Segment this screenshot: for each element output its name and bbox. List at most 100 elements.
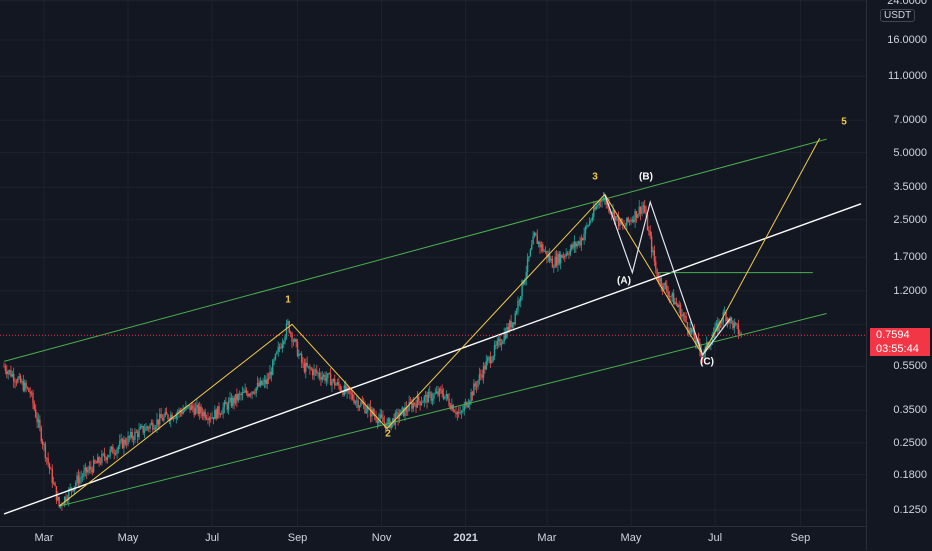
- candle-body: [259, 380, 262, 387]
- candle-body: [65, 496, 67, 501]
- candle-body: [108, 455, 110, 458]
- candle-body: [109, 449, 111, 456]
- candle-body: [124, 439, 126, 444]
- candle-body: [289, 332, 292, 334]
- candle-body: [307, 366, 310, 367]
- candle-body: [203, 411, 205, 417]
- candle-body: [130, 432, 132, 438]
- price-chart[interactable]: [0, 0, 866, 526]
- candle-body: [218, 406, 220, 415]
- candle-body: [491, 360, 493, 364]
- candle-body: [590, 220, 592, 222]
- candle-body: [131, 432, 133, 439]
- candle-body: [316, 370, 318, 374]
- candle-body: [283, 341, 285, 344]
- candle-body: [198, 406, 201, 414]
- candle-body: [558, 253, 561, 264]
- candle-body: [532, 236, 534, 245]
- candle-body: [296, 341, 299, 357]
- candle-body: [447, 394, 449, 399]
- candle-body: [368, 406, 370, 408]
- candle-body: [459, 412, 461, 414]
- candle-body: [419, 401, 421, 405]
- candle-body: [561, 254, 563, 258]
- candle-body: [68, 489, 70, 500]
- candle-body: [336, 382, 339, 385]
- candle-body: [276, 351, 278, 354]
- candle-body: [582, 238, 584, 240]
- candle-body: [214, 409, 216, 420]
- candle-body: [678, 304, 680, 308]
- candle-body: [362, 403, 365, 405]
- candle-body: [444, 396, 446, 399]
- price-tick-label: 11.0000: [888, 70, 927, 83]
- time-tick-label: Mar: [34, 532, 54, 544]
- candle-body: [686, 322, 689, 330]
- candle-body: [732, 320, 734, 329]
- time-tick-label: May: [117, 532, 139, 544]
- candle-body: [113, 453, 115, 455]
- candle-body: [54, 482, 56, 487]
- candle-body: [407, 410, 409, 412]
- candle-body: [87, 470, 89, 473]
- candle-body: [536, 235, 538, 244]
- candle-body: [547, 254, 549, 258]
- candle-body: [318, 372, 321, 377]
- candle-body: [156, 419, 158, 428]
- candle-body: [598, 201, 600, 206]
- candle-body: [518, 300, 521, 302]
- candle-body: [233, 397, 235, 404]
- candle-body: [50, 468, 52, 470]
- candle-body: [345, 385, 347, 393]
- candle-body: [375, 416, 377, 421]
- candle-body: [269, 371, 271, 380]
- currency-badge[interactable]: USDT: [880, 9, 916, 22]
- wave-label-2: 2: [385, 428, 391, 440]
- candle-body: [347, 387, 350, 390]
- candle-body: [559, 254, 562, 264]
- candle-body: [70, 487, 73, 490]
- candle-body: [258, 382, 260, 387]
- candle-body: [153, 428, 155, 430]
- candle-body: [537, 241, 540, 244]
- candle-body: [580, 238, 583, 246]
- candle-body: [431, 398, 434, 401]
- candle-body: [148, 427, 150, 429]
- candle-body: [205, 418, 208, 419]
- candle-body: [441, 390, 443, 395]
- candle-body: [3, 366, 5, 368]
- candle-body: [15, 381, 18, 383]
- candle-body: [61, 504, 63, 506]
- candle-body: [730, 317, 733, 321]
- candle-body: [354, 401, 357, 404]
- candle-body: [535, 232, 537, 236]
- candle-body: [529, 249, 532, 257]
- time-scale[interactable]: Mar May Jul Sep Nov 2021 Mar May Jul Sep: [0, 526, 866, 551]
- candle-body: [298, 354, 300, 357]
- candle-body: [482, 365, 485, 378]
- price-scale[interactable]: 24.0000 16.0000 11.0000 7.0000 5.0000 3.5000 2…: [866, 0, 932, 550]
- last-price-badge: 0.7594 03:55:44: [870, 328, 930, 357]
- candle-body: [539, 241, 541, 248]
- candle-body: [568, 254, 570, 256]
- candle-body: [723, 312, 726, 313]
- candle-body: [413, 402, 416, 404]
- candle-body: [309, 366, 311, 369]
- price-tick-label: 24.0000: [887, 0, 927, 7]
- candle-body: [420, 402, 423, 405]
- trend-midline: [3, 203, 862, 515]
- candle-body: [437, 391, 439, 396]
- candle-body: [249, 394, 252, 396]
- candle-body: [593, 207, 595, 218]
- candle-body: [306, 362, 308, 367]
- candle-body: [295, 339, 297, 342]
- candle-body: [123, 439, 125, 449]
- candle-body: [181, 411, 183, 414]
- candle-body: [52, 482, 55, 484]
- candle-body: [196, 404, 198, 408]
- candle-body: [412, 402, 414, 409]
- candle-body: [671, 293, 673, 297]
- candle-body: [492, 356, 494, 361]
- candle-body: [167, 414, 169, 420]
- candle-body: [656, 268, 658, 279]
